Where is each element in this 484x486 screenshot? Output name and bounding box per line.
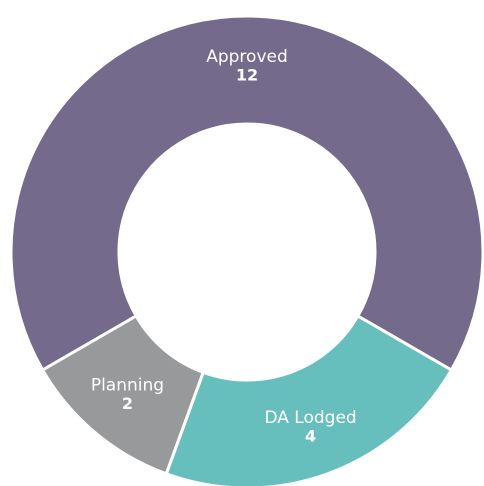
donut-slice <box>9 14 484 373</box>
donut-slice <box>40 313 206 476</box>
slice-label: Planning <box>91 375 164 395</box>
slice-label: DA Lodged <box>264 408 356 428</box>
slice-label: Approved <box>206 47 288 67</box>
slice-value: 12 <box>236 66 258 85</box>
slice-value: 4 <box>305 426 316 445</box>
donut-slice <box>164 313 454 486</box>
slice-value: 2 <box>122 394 133 413</box>
